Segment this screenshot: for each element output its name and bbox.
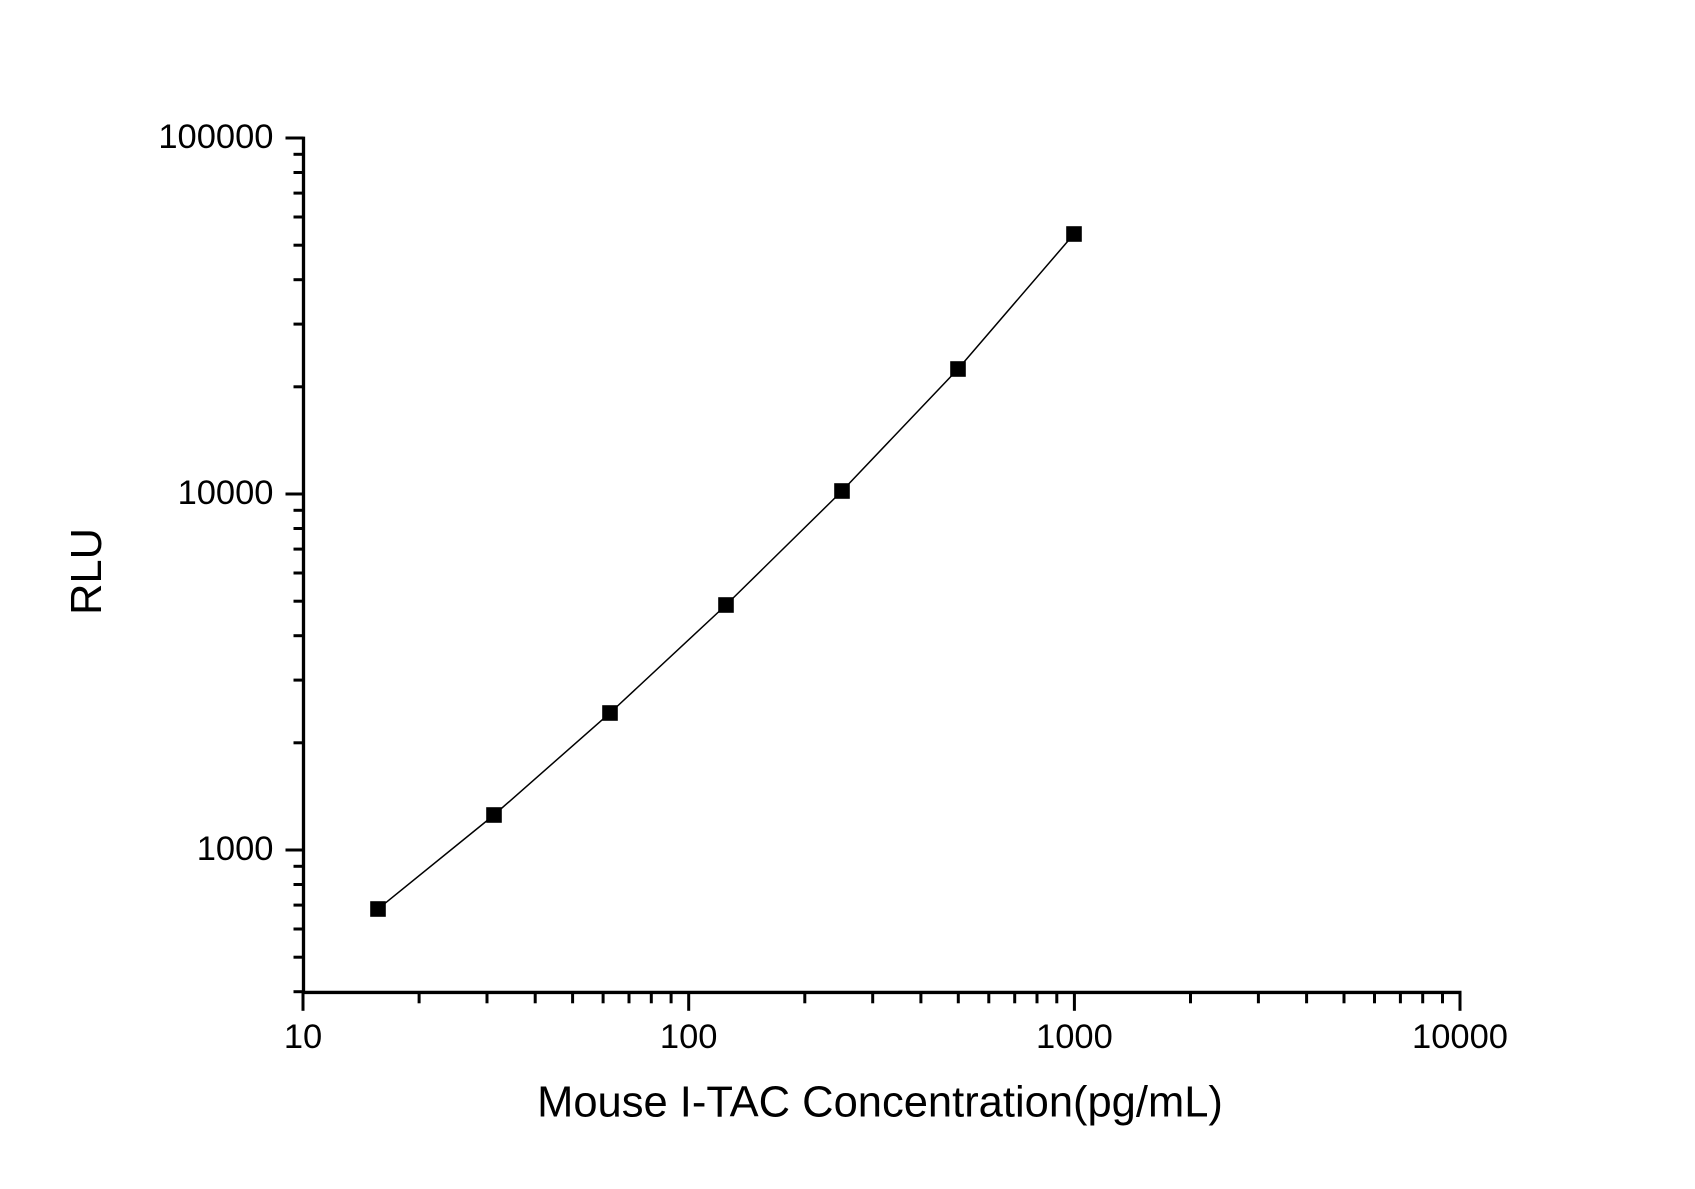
svg-text:10: 10 [284,1018,322,1056]
svg-text:10000: 10000 [1412,1018,1508,1056]
svg-text:100000: 100000 [158,118,273,156]
svg-text:RLU: RLU [63,528,111,615]
svg-text:10000: 10000 [178,474,274,512]
svg-text:1000: 1000 [197,830,274,868]
svg-text:1000: 1000 [1036,1018,1113,1056]
svg-text:100: 100 [660,1018,718,1056]
svg-text:Mouse I-TAC Concentration(pg/m: Mouse I-TAC Concentration(pg/mL) [537,1079,1223,1127]
